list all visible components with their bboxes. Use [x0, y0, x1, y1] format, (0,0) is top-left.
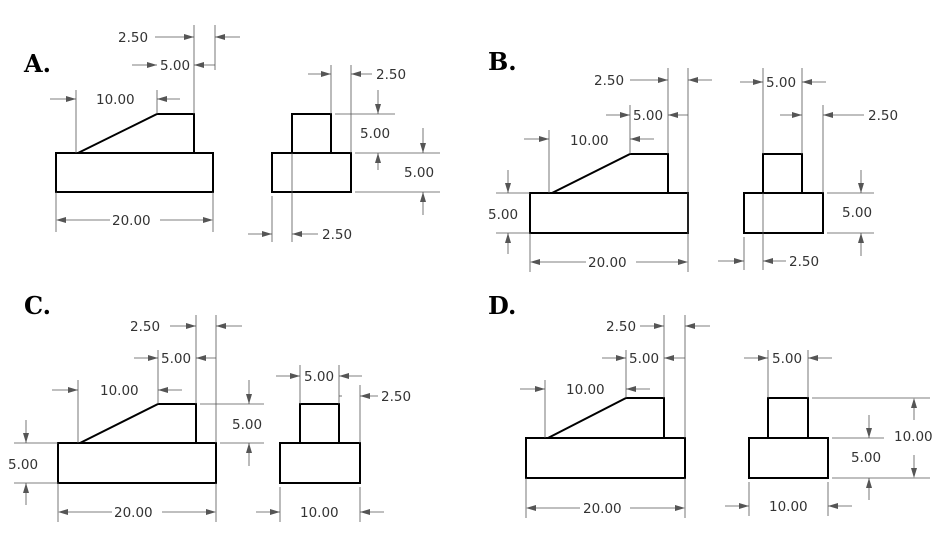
dim-slope-run: 10.00	[570, 133, 609, 149]
base-block	[55, 152, 214, 193]
dim-overall-length: 20.00	[583, 501, 622, 517]
dim-side-overall-width: 10.00	[300, 505, 339, 521]
side-upper	[291, 113, 332, 154]
dim-slope-run: 10.00	[100, 383, 139, 399]
option-b-label: B.	[488, 47, 517, 76]
dim-top-offset: 2.50	[130, 319, 160, 335]
dim-side-lower-height: 5.00	[851, 450, 881, 466]
dim-side-upper-height: 5.00	[360, 126, 390, 142]
dim-overall-length: 20.00	[112, 213, 151, 229]
sloped-top	[79, 403, 197, 444]
base-block	[525, 437, 686, 479]
option-a: A. 20.00 10.00	[23, 25, 440, 243]
dim-side-bottom-offset: 2.50	[789, 254, 819, 270]
base-block	[529, 192, 689, 234]
dim-side-bottom-offset: 2.50	[322, 227, 352, 243]
option-c: C. 20.00 10.00	[8, 291, 411, 522]
sloped-top	[547, 397, 665, 439]
dim-side-top-offset: 2.50	[376, 67, 406, 83]
dim-top-step: 5.00	[629, 351, 659, 367]
dim-base-height: 5.00	[8, 457, 38, 473]
sloped-top	[77, 113, 195, 154]
option-c-front-view: 20.00 10.00 5.00 2.50	[8, 315, 264, 522]
side-base	[748, 437, 829, 479]
dim-top-step: 5.00	[161, 351, 191, 367]
option-a-front-view: 20.00 10.00 5.00 2.50	[50, 25, 240, 232]
side-upper	[767, 397, 809, 439]
side-base	[743, 192, 824, 234]
dim-side-top-width: 5.00	[766, 75, 796, 91]
dim-side-right-offset: 2.50	[868, 108, 898, 124]
dim-side-right-offset: 2.50	[381, 389, 411, 405]
option-a-side-view: 2.50 5.00 5.00 2.50	[248, 65, 440, 243]
dim-overall-length: 20.00	[114, 505, 153, 521]
option-b: B. 20.00 10.00	[488, 47, 898, 272]
dim-top-offset: 2.50	[606, 319, 636, 335]
option-a-label: A.	[23, 49, 51, 78]
dim-upper-height: 5.00	[232, 417, 262, 433]
dim-side-top-width: 5.00	[304, 369, 334, 385]
dim-top-step: 5.00	[633, 108, 663, 124]
dim-side-overall-width: 10.00	[769, 499, 808, 515]
side-upper	[762, 153, 803, 194]
dim-side-lower-height: 5.00	[404, 165, 434, 181]
sloped-top	[551, 153, 669, 194]
option-b-side-view: 5.00 2.50 5.00 2.50	[718, 68, 898, 270]
dim-slope-run: 10.00	[96, 92, 135, 108]
dim-top-offset: 2.50	[118, 30, 148, 46]
dim-slope-run: 10.00	[566, 382, 605, 398]
base-block	[57, 442, 217, 484]
side-base	[271, 152, 352, 193]
option-d-label: D.	[488, 291, 516, 320]
dim-base-height: 5.00	[488, 207, 518, 223]
option-d-front-view: 20.00 10.00 5.00 2.50	[520, 315, 710, 518]
dim-top-step: 5.00	[160, 58, 190, 74]
option-c-label: C.	[24, 291, 51, 320]
side-upper	[299, 403, 340, 444]
option-b-front-view: 20.00 10.00 5.00 2.50	[488, 68, 712, 272]
dim-side-height: 5.00	[842, 205, 872, 221]
option-d-side-view: 5.00 10.00 5.00 10.00	[725, 350, 933, 516]
option-d: D. 20.00 10.00	[488, 291, 933, 518]
dim-top-offset: 2.50	[594, 73, 624, 89]
dim-overall-length: 20.00	[588, 255, 627, 271]
dim-side-top-width: 5.00	[772, 351, 802, 367]
dim-side-overall-height: 10.00	[894, 429, 933, 445]
option-c-side-view: 5.00 2.50 10.00	[256, 365, 411, 522]
side-base	[279, 442, 361, 484]
